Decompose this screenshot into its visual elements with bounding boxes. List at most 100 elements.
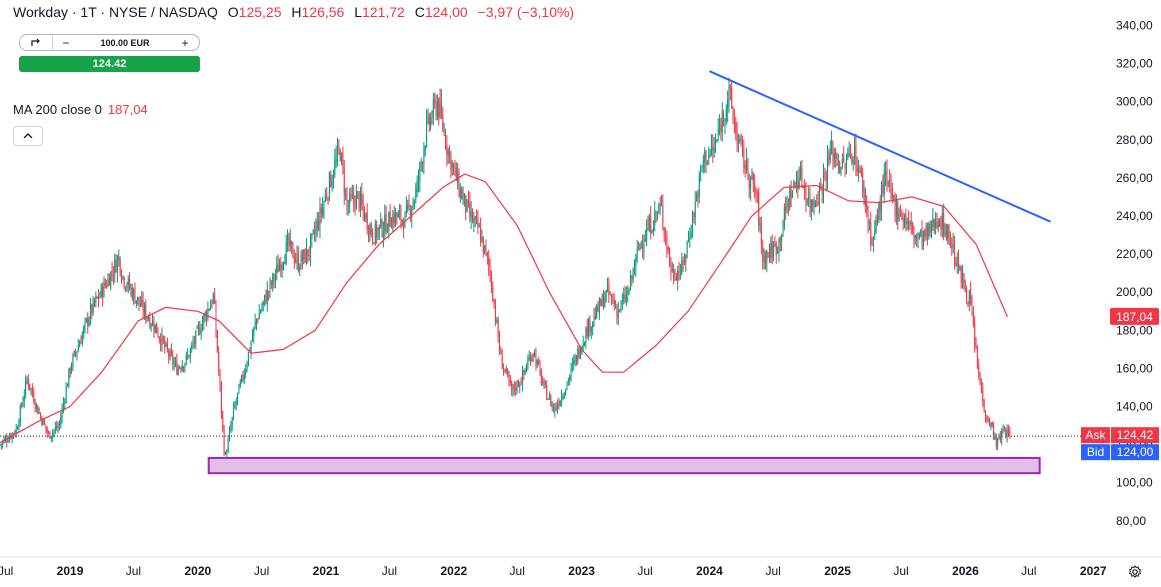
candle-body bbox=[134, 289, 136, 304]
candle-body bbox=[960, 267, 962, 283]
candle-body bbox=[253, 327, 255, 336]
candle-body bbox=[297, 253, 299, 271]
candle-body bbox=[908, 221, 910, 224]
candle-body bbox=[565, 389, 567, 395]
candle-body bbox=[569, 375, 571, 382]
candle-body bbox=[893, 195, 895, 198]
candle-body bbox=[172, 354, 174, 365]
swap-button[interactable] bbox=[20, 35, 52, 50]
candle-body bbox=[781, 235, 783, 241]
candle-body bbox=[651, 231, 653, 233]
candle-body bbox=[177, 367, 179, 375]
candle-body bbox=[326, 196, 328, 198]
decrease-button[interactable]: − bbox=[62, 35, 70, 50]
candle-body bbox=[620, 301, 622, 311]
candle-body bbox=[125, 287, 127, 289]
candle-body bbox=[412, 202, 414, 208]
symbol-title[interactable]: Workday · 1T · NYSE / NASDAQ bbox=[13, 4, 218, 20]
candle-body bbox=[766, 250, 768, 264]
chart-settings-button[interactable] bbox=[1125, 562, 1145, 582]
candle-body bbox=[71, 366, 73, 372]
candle-body bbox=[917, 237, 919, 241]
candle-body bbox=[361, 193, 363, 205]
candle-body bbox=[496, 320, 498, 323]
candle-body bbox=[347, 205, 349, 207]
candle-body bbox=[1007, 430, 1009, 432]
candle-body bbox=[22, 401, 24, 407]
candle-body bbox=[91, 304, 93, 313]
candle-body bbox=[385, 214, 387, 234]
candle-body bbox=[661, 202, 662, 207]
quantity-field[interactable]: 100.00 EUR bbox=[100, 37, 150, 48]
candle-body bbox=[910, 222, 912, 225]
candle-body bbox=[143, 305, 145, 313]
increase-button[interactable]: + bbox=[181, 35, 189, 50]
candle-body bbox=[295, 260, 297, 262]
candle-body bbox=[779, 238, 781, 242]
collapse-legend-button[interactable] bbox=[13, 126, 43, 146]
candle-body bbox=[987, 419, 989, 422]
candle-body bbox=[559, 401, 561, 407]
candle-body bbox=[451, 162, 453, 169]
candle-body bbox=[743, 148, 745, 168]
candle-body bbox=[921, 228, 923, 243]
candle-body bbox=[210, 304, 212, 311]
y-tick-label: 100,00 bbox=[1116, 476, 1153, 490]
candle-body bbox=[945, 224, 947, 240]
candle-body bbox=[200, 330, 202, 333]
candle-body bbox=[1009, 431, 1011, 436]
candle-body bbox=[472, 213, 473, 223]
candle-body bbox=[33, 393, 35, 403]
order-quantity-panel: − 100.00 EUR + bbox=[19, 34, 200, 51]
candle-body bbox=[485, 246, 487, 252]
candle-body bbox=[173, 363, 175, 365]
candle-body bbox=[748, 178, 750, 188]
candle-body bbox=[345, 193, 347, 197]
candle-body bbox=[156, 322, 158, 333]
candle-body bbox=[87, 317, 89, 326]
candle-body bbox=[179, 367, 181, 369]
candle-body bbox=[883, 172, 885, 195]
ma-value-badge-text: 187,04 bbox=[1116, 310, 1153, 324]
candle-body bbox=[634, 268, 635, 271]
candle-body bbox=[922, 230, 924, 245]
candle-body bbox=[937, 221, 939, 228]
x-tick-label: 2023 bbox=[568, 564, 595, 578]
candle-body bbox=[644, 238, 646, 242]
candle-body bbox=[233, 407, 235, 418]
indicator-legend[interactable]: MA 200 close 0 187,04 bbox=[13, 102, 148, 117]
candle-body bbox=[527, 361, 529, 368]
trendline bbox=[709, 70, 1051, 223]
candle-body bbox=[623, 294, 625, 300]
candle-body bbox=[137, 296, 139, 301]
candle-body bbox=[508, 372, 510, 382]
candle-body bbox=[925, 227, 927, 237]
candle-body bbox=[349, 193, 351, 205]
candle-body bbox=[83, 327, 85, 334]
candle-body bbox=[157, 332, 159, 337]
candle-body bbox=[280, 264, 282, 271]
candle-body bbox=[592, 321, 594, 328]
candle-body bbox=[503, 368, 505, 370]
candle-body bbox=[191, 344, 193, 348]
candle-body bbox=[69, 367, 71, 373]
candle-body bbox=[492, 287, 494, 302]
candle-body bbox=[273, 275, 275, 281]
candle-body bbox=[350, 196, 352, 198]
buy-price-button[interactable]: 124.42 bbox=[19, 56, 200, 72]
x-tick-label: 2025 bbox=[824, 564, 851, 578]
candle-body bbox=[588, 319, 590, 337]
candle-body bbox=[104, 283, 106, 286]
candle-body bbox=[88, 319, 90, 326]
candle-body bbox=[474, 217, 476, 219]
candle-body bbox=[912, 223, 914, 230]
x-tick-label: 2027 bbox=[1080, 564, 1107, 578]
candle-body bbox=[235, 400, 237, 405]
candle-body bbox=[332, 176, 334, 180]
candle-body bbox=[936, 221, 938, 228]
candle-body bbox=[980, 382, 982, 389]
candle-body bbox=[617, 310, 619, 318]
candle-body bbox=[98, 296, 100, 300]
candle-body bbox=[442, 115, 444, 130]
